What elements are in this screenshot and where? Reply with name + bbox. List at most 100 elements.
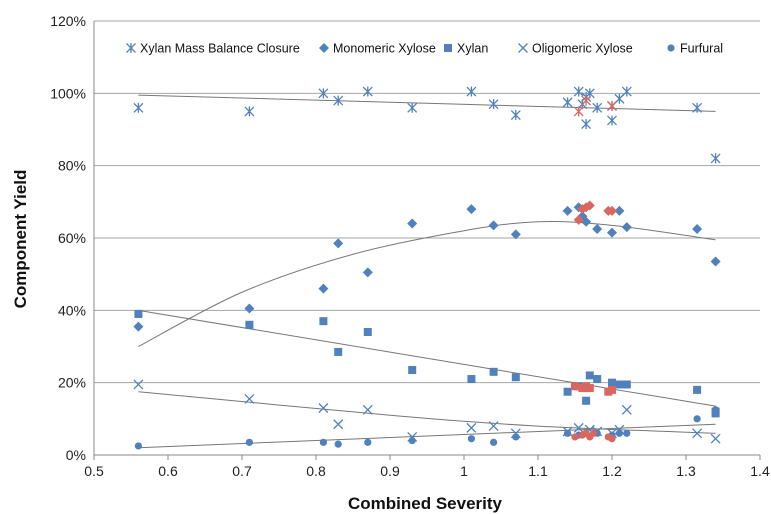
data-point (693, 415, 701, 423)
data-point (692, 102, 703, 113)
data-point (710, 153, 721, 164)
data-point (615, 429, 623, 437)
data-point (244, 393, 255, 404)
data-point (488, 99, 499, 110)
data-point (511, 373, 520, 382)
legend-label: Monomeric Xylose (333, 42, 436, 56)
x-tick-label: 1.2 (602, 463, 622, 479)
data-point (408, 436, 416, 445)
y-tick-label: 60% (58, 230, 86, 246)
data-point (489, 367, 498, 376)
data-point (364, 438, 372, 446)
trendline (138, 391, 716, 434)
data-point (692, 223, 703, 234)
data-point (562, 205, 573, 216)
data-point (585, 371, 594, 380)
data-point (693, 385, 702, 394)
data-point (573, 86, 584, 97)
data-point (621, 404, 632, 415)
legend-label: Oligomeric Xylose (532, 42, 633, 56)
data-point (712, 406, 720, 414)
data-point (710, 433, 721, 444)
x-tick-label: 0.7 (232, 463, 252, 479)
y-tick-label: 0% (66, 447, 86, 463)
data-point (466, 422, 477, 433)
legend-marker (319, 43, 329, 53)
x-tick-label: 0.6 (158, 463, 178, 479)
x-tick-label: 0.5 (84, 463, 104, 479)
legend-label: Xylan Mass Balance Closure (140, 42, 300, 56)
data-point (408, 366, 417, 375)
x-tick-label: 1.1 (528, 463, 548, 479)
data-point (510, 229, 521, 240)
data-point (319, 438, 327, 446)
data-point (319, 317, 328, 326)
data-point (563, 387, 572, 396)
data-point (466, 204, 477, 215)
trendline (138, 94, 716, 112)
data-point (407, 102, 418, 113)
data-point (245, 320, 254, 329)
y-tick-label: 40% (58, 302, 86, 318)
data-point (333, 95, 344, 106)
data-point (245, 438, 253, 446)
data-point (621, 86, 632, 97)
legend: Xylan Mass Balance Closure Monomeric Xylo… (126, 42, 723, 56)
highlighted-data-point (607, 205, 617, 216)
data-point (333, 238, 344, 249)
data-point (564, 429, 572, 437)
x-tick-label: 1 (460, 463, 468, 479)
data-point (615, 380, 624, 389)
data-point (244, 303, 255, 314)
data-point (562, 97, 573, 108)
x-axis-title: Combined Severity (348, 494, 503, 513)
data-point (362, 267, 373, 278)
data-point (607, 115, 617, 126)
y-tick-label: 20% (58, 375, 86, 391)
data-point (488, 421, 499, 432)
data-point (466, 86, 477, 97)
legend-marker (126, 43, 136, 53)
data-point (711, 409, 720, 418)
axes: 0% 20% 40% 60% 80% 100% 120% 0.5 0.6 0.7 0.8 0.9 1 1.… (50, 13, 770, 479)
data-point (607, 227, 617, 238)
legend-label: Xylan (457, 42, 488, 56)
data-point (133, 102, 144, 113)
data-point (467, 375, 476, 384)
data-point (133, 321, 144, 332)
data-point (573, 422, 584, 433)
legend-label: Furfural (680, 42, 723, 56)
data-point (133, 379, 144, 390)
data-point (510, 110, 521, 121)
trendlines (138, 94, 716, 449)
data-point (582, 396, 591, 405)
data-point (134, 442, 142, 450)
legend-marker (518, 43, 528, 53)
trendline (138, 220, 716, 347)
data-point (318, 88, 329, 99)
data-point (334, 440, 342, 448)
data-points (133, 86, 721, 450)
data-point (363, 328, 372, 337)
highlighted-data-point (573, 214, 584, 225)
x-tick-label: 0.8 (306, 463, 326, 479)
data-point (592, 102, 603, 113)
highlighted-data-point (608, 385, 616, 394)
x-tick-label: 1.4 (750, 463, 770, 479)
data-point (710, 256, 721, 267)
highlighted-data-point (585, 384, 594, 393)
highlighted-data-point (573, 106, 584, 117)
highlighted-data-point (607, 100, 617, 111)
data-point (490, 438, 498, 446)
data-point (593, 375, 602, 384)
data-point (318, 283, 329, 294)
data-point (467, 435, 475, 443)
gridlines (94, 20, 760, 384)
data-point (318, 403, 329, 413)
data-point (488, 220, 499, 231)
legend-marker (444, 44, 452, 52)
data-point (581, 216, 592, 227)
y-tick-label: 80% (58, 158, 86, 174)
highlighted-data-point (589, 429, 598, 437)
